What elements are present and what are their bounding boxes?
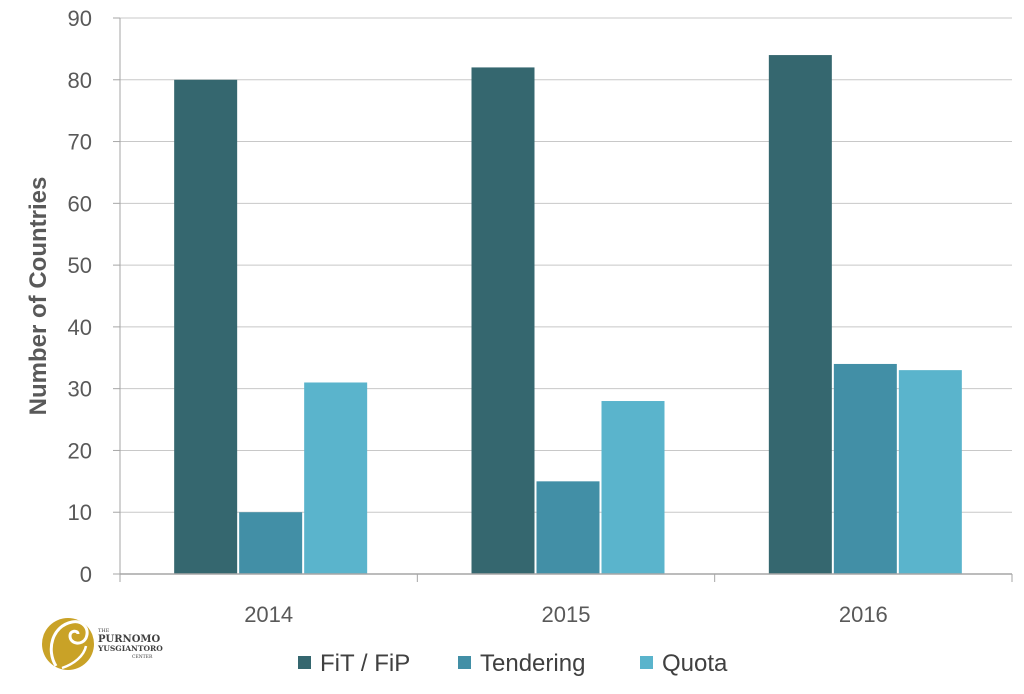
bar-quota-2015 — [601, 401, 665, 574]
y-axis-title: Number of Countries — [25, 177, 52, 416]
legend-swatch-2 — [640, 656, 653, 669]
y-tick-labels: 0 10 20 30 40 50 60 70 80 90 — [68, 6, 92, 587]
legend-swatch-0 — [298, 656, 311, 669]
x-tick-label: 2016 — [839, 602, 888, 627]
bar-quota-2016 — [898, 370, 962, 574]
x-tick-labels: 2014 2015 2016 — [244, 602, 888, 627]
logo-emblem-icon — [42, 618, 94, 670]
logo-text-center: CENTER — [132, 654, 153, 660]
legend-swatch-1 — [458, 656, 471, 669]
logo-text-the: THE — [98, 628, 110, 634]
y-tick-label: 70 — [68, 130, 92, 155]
y-tick-label: 50 — [68, 253, 92, 278]
y-tick-label: 90 — [68, 6, 92, 31]
bar-fit-fip-2016 — [768, 55, 832, 575]
legend-label-0: FiT / FiP — [320, 650, 410, 677]
bar-tendering-2014 — [239, 512, 303, 574]
bar-fit-fip-2015 — [471, 67, 535, 574]
bar-fit-fip-2014 — [174, 79, 238, 575]
y-tick-label: 0 — [80, 562, 92, 587]
y-tick-label: 40 — [68, 315, 92, 340]
purnomo-yusgiantoro-logo: THE PURNOMO YUSGIANTORO CENTER — [42, 618, 163, 670]
y-tick-label: 60 — [68, 191, 92, 216]
bar-quota-2014 — [304, 382, 368, 574]
logo-text-yusgiantoro: YUSGIANTORO — [97, 644, 163, 653]
x-axis — [119, 573, 1013, 582]
y-tick-label: 20 — [68, 438, 92, 463]
legend: FiT / FiP Tendering Quota — [298, 650, 728, 677]
logo-text-purnomo: PURNOMO — [98, 634, 160, 645]
legend-label-2: Quota — [662, 650, 728, 677]
x-tick-label: 2015 — [542, 602, 591, 627]
y-tick-label: 30 — [68, 377, 92, 402]
bar-tendering-2015 — [536, 481, 600, 574]
y-tick-label: 80 — [68, 68, 92, 93]
bar-tendering-2016 — [833, 363, 897, 574]
x-tick-label: 2014 — [244, 602, 293, 627]
y-tick-label: 10 — [68, 500, 92, 525]
legend-label-1: Tendering — [480, 650, 585, 677]
bars — [174, 55, 962, 575]
